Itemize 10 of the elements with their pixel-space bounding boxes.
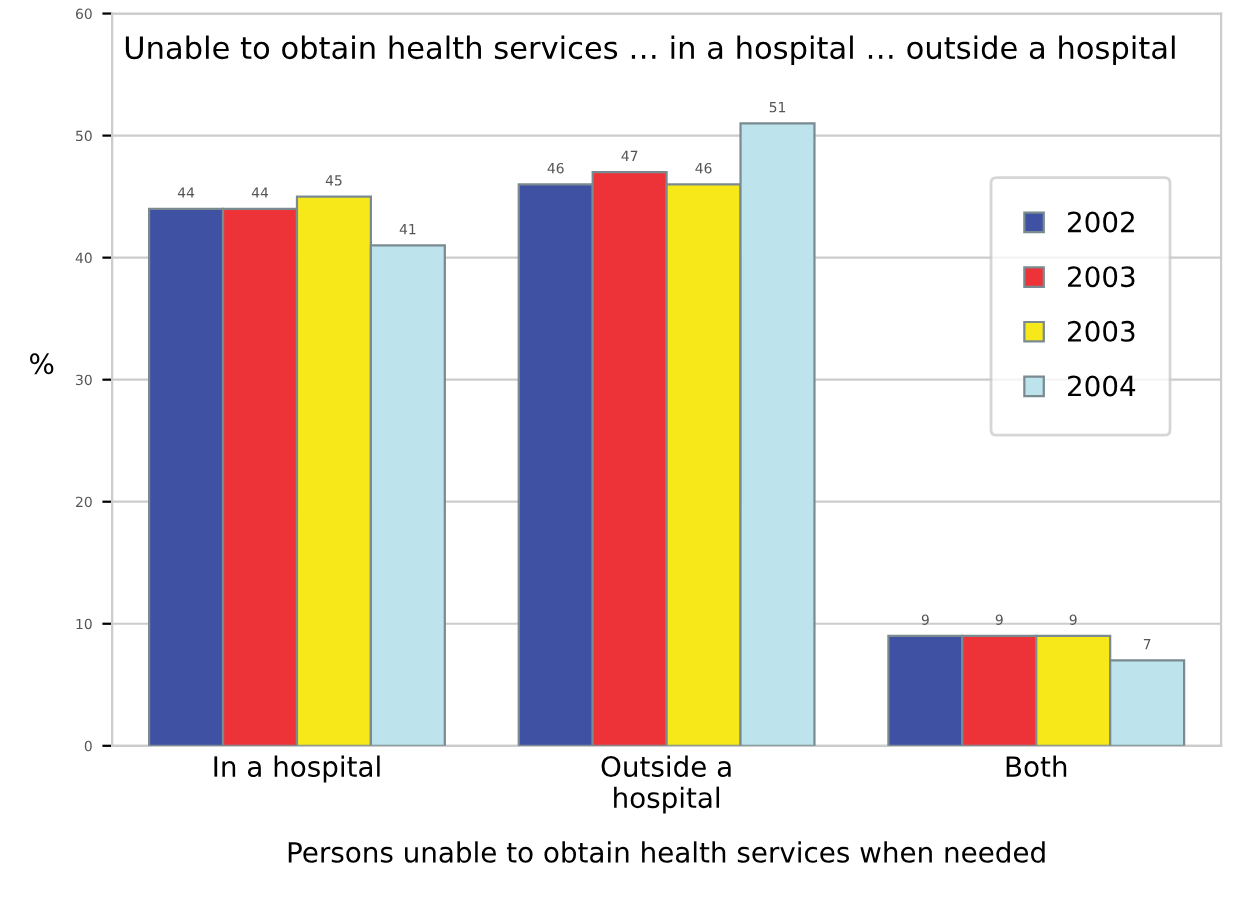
- x-axis-title: Persons unable to obtain health services when needed: [288, 841, 1045, 863]
- x-tick-label: In a hospital: [214, 755, 380, 783]
- x-tick-label: Outside a hospital: [601, 755, 731, 814]
- legend-label: 2004: [1068, 375, 1136, 397]
- y-axis-title: %: [30, 353, 54, 375]
- x-tick-label: Both: [1006, 755, 1067, 778]
- text: Unable to obtain health services … in a hospital … outside a hospital: [125, 35, 1175, 66]
- legend-label: 2003: [1068, 320, 1135, 342]
- legend-label: 2002: [1068, 211, 1134, 233]
- legend-label: 2003: [1068, 266, 1135, 288]
